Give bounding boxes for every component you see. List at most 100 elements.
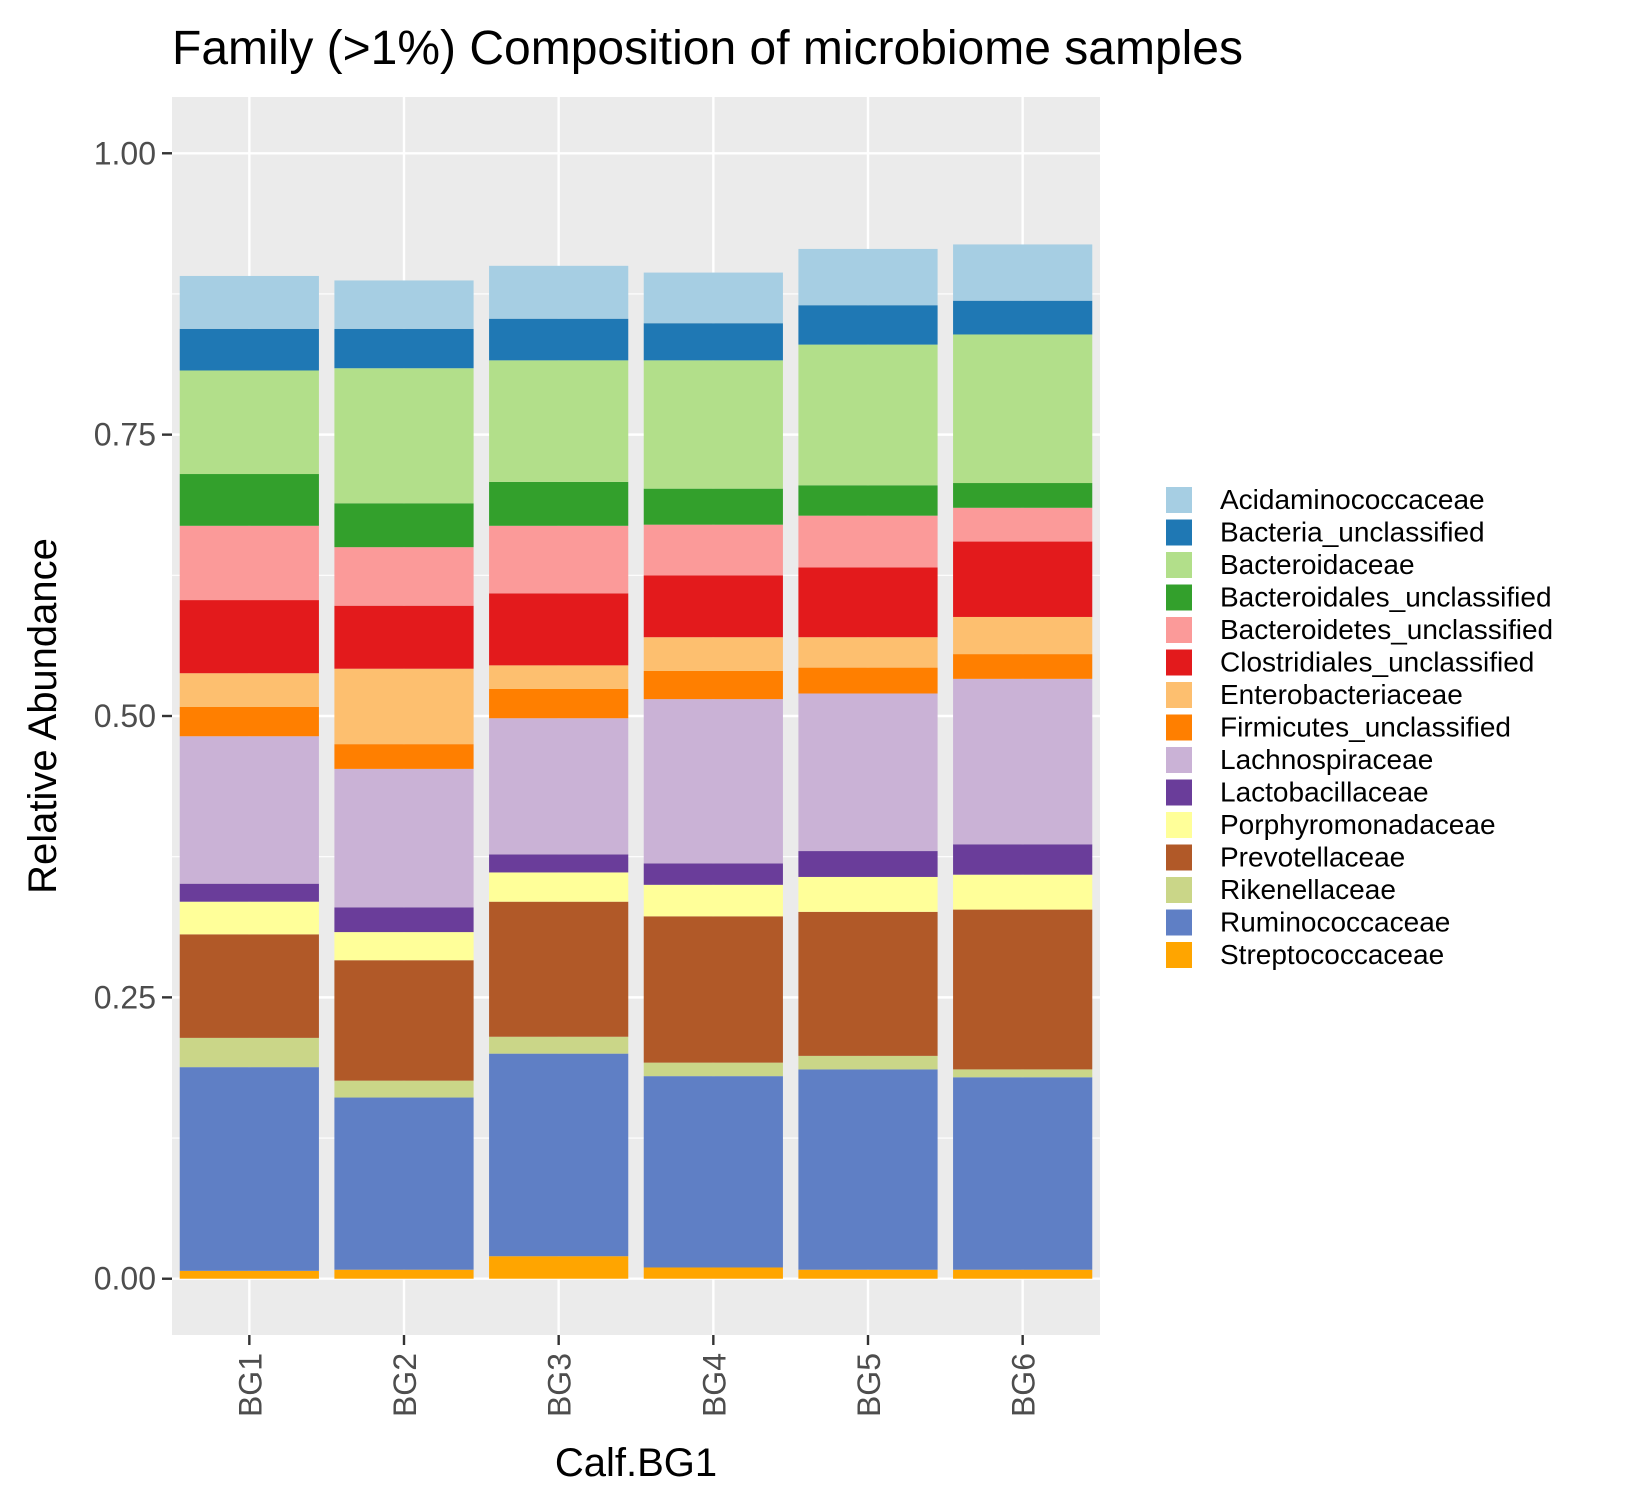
- bar-segment-BG1-Firmicutes_unclassified: [179, 706, 319, 737]
- bar-segment-BG4-Lachnospiraceae: [643, 699, 783, 864]
- bar-segment-BG5-Bacteroidaceae: [798, 344, 938, 486]
- bar-segment-BG4-Streptococcaceae: [643, 1267, 783, 1279]
- bar-segment-BG3-Bacteroidetes_unclassified: [489, 525, 629, 594]
- legend-label: Streptococcaceae: [1220, 939, 1444, 970]
- bar-segment-BG5-Prevotellaceae: [798, 911, 938, 1056]
- bar-segment-BG2-Firmicutes_unclassified: [334, 744, 474, 769]
- bar-segment-BG2-Porphyromonadaceae: [334, 932, 474, 961]
- bar-segment-BG5-Clostridiales_unclassified: [798, 567, 938, 638]
- legend-key: [1166, 682, 1192, 708]
- bar-segment-BG6-Rikenellaceae: [953, 1069, 1093, 1078]
- legend-key: [1166, 617, 1192, 643]
- bar-segment-BG5-Rikenellaceae: [798, 1055, 938, 1070]
- legend-label: Prevotellaceae: [1220, 842, 1405, 873]
- bar-segment-BG1-Acidaminococcaceae: [179, 275, 319, 329]
- bar-segment-BG4-Bacteroidales_unclassified: [643, 488, 783, 525]
- bar-segment-BG5-Lactobacillaceae: [798, 851, 938, 877]
- bar-segments: [179, 244, 1093, 1279]
- bar-segment-BG6-Lactobacillaceae: [953, 844, 1093, 875]
- y-axis: 0.00 0.25 0.50 0.75 1.00: [94, 135, 172, 1297]
- legend-key: [1166, 812, 1192, 838]
- bar-segment-BG1-Ruminococcaceae: [179, 1067, 319, 1271]
- legend-key: [1166, 714, 1192, 741]
- bar-segment-BG5-Bacteroidetes_unclassified: [798, 515, 938, 568]
- legend-key: [1166, 779, 1192, 806]
- y-tick-label: 0.25: [94, 979, 156, 1015]
- bar-segment-BG2-Clostridiales_unclassified: [334, 605, 474, 669]
- bar-segment-BG4-Bacteria_unclassified: [643, 323, 783, 361]
- bar-segment-BG4-Ruminococcaceae: [643, 1076, 783, 1268]
- x-tick-label: BG2: [387, 1353, 423, 1417]
- x-tick-label: BG1: [232, 1353, 268, 1417]
- bar-segment-BG4-Rikenellaceae: [643, 1062, 783, 1077]
- bar-segment-BG6-Lachnospiraceae: [953, 678, 1093, 845]
- x-axis: BG1 BG2 BG3 BG4 BG5 BG6: [232, 1335, 1042, 1417]
- bar-segment-BG4-Firmicutes_unclassified: [643, 670, 783, 700]
- bar-segment-BG2-Bacteria_unclassified: [334, 328, 474, 369]
- legend-key: [1166, 942, 1192, 968]
- legend-key: [1166, 487, 1192, 513]
- legend-label: Ruminococcaceae: [1220, 907, 1450, 938]
- legend-key: [1166, 909, 1192, 936]
- bar-segment-BG6-Porphyromonadaceae: [953, 874, 1093, 910]
- bar-segment-BG3-Prevotellaceae: [489, 901, 629, 1037]
- bar-segment-BG3-Porphyromonadaceae: [489, 872, 629, 902]
- bar-segment-BG6-Bacteria_unclassified: [953, 300, 1093, 335]
- bar-segment-BG6-Prevotellaceae: [953, 909, 1093, 1070]
- bar-segment-BG4-Prevotellaceae: [643, 916, 783, 1063]
- bar-segment-BG2-Bacteroidales_unclassified: [334, 503, 474, 548]
- bar-segment-BG1-Bacteria_unclassified: [179, 328, 319, 371]
- legend-label: Bacteria_unclassified: [1220, 517, 1485, 548]
- bar-segment-BG4-Porphyromonadaceae: [643, 884, 783, 917]
- legend-label: Rikenellaceae: [1220, 874, 1396, 905]
- legend-label: Enterobacteriaceae: [1220, 679, 1463, 710]
- bar-segment-BG4-Bacteroidaceae: [643, 360, 783, 489]
- bar-segment-BG3-Rikenellaceae: [489, 1036, 629, 1054]
- bar-segment-BG5-Porphyromonadaceae: [798, 876, 938, 912]
- bar-segment-BG2-Streptococcaceae: [334, 1269, 474, 1279]
- bar-segment-BG5-Lachnospiraceae: [798, 693, 938, 852]
- bar-segment-BG5-Streptococcaceae: [798, 1269, 938, 1279]
- legend-label: Bacteroidaceae: [1220, 549, 1415, 580]
- legend-label: Acidaminococcaceae: [1220, 484, 1485, 515]
- y-tick-label: 0.00: [94, 1261, 156, 1297]
- y-axis-title: Relative Abundance: [21, 538, 65, 894]
- bar-segment-BG1-Clostridiales_unclassified: [179, 600, 319, 674]
- legend-key: [1166, 747, 1192, 773]
- bar-segment-BG3-Enterobacteriaceae: [489, 665, 629, 689]
- legend-label: Lachnospiraceae: [1220, 744, 1433, 775]
- minor-gridlines: [172, 293, 1100, 1139]
- x-tick-label: BG6: [1006, 1353, 1042, 1417]
- bar-segment-BG3-Lachnospiraceae: [489, 718, 629, 855]
- bar-segment-BG1-Lachnospiraceae: [179, 736, 319, 884]
- bar-segment-BG2-Enterobacteriaceae: [334, 668, 474, 745]
- bar-segment-BG4-Acidaminococcaceae: [643, 272, 783, 324]
- bar-segment-BG2-Prevotellaceae: [334, 960, 474, 1081]
- legend-key: [1166, 877, 1192, 903]
- legend-label: Bacteroidetes_unclassified: [1220, 614, 1553, 645]
- bar-segment-BG3-Streptococcaceae: [489, 1256, 629, 1279]
- bar-segment-BG2-Lachnospiraceae: [334, 768, 474, 908]
- bar-segment-BG5-Bacteroidales_unclassified: [798, 485, 938, 516]
- x-tick-label: BG3: [542, 1353, 578, 1417]
- bar-segment-BG1-Bacteroidales_unclassified: [179, 474, 319, 526]
- legend-label: Firmicutes_unclassified: [1220, 712, 1511, 743]
- bar-segment-BG3-Firmicutes_unclassified: [489, 688, 629, 719]
- bar-segment-BG4-Lactobacillaceae: [643, 863, 783, 885]
- bar-segment-BG2-Acidaminococcaceae: [334, 280, 474, 329]
- y-tick-label: 0.75: [94, 417, 156, 453]
- legend-label: Bacteroidales_unclassified: [1220, 582, 1552, 613]
- bar-segment-BG1-Porphyromonadaceae: [179, 901, 319, 935]
- bar-segment-BG1-Bacteroidetes_unclassified: [179, 525, 319, 601]
- y-tick-label: 0.50: [94, 698, 156, 734]
- bar-segment-BG3-Bacteroidales_unclassified: [489, 481, 629, 526]
- bar-segment-BG6-Firmicutes_unclassified: [953, 654, 1093, 679]
- bar-segment-BG5-Acidaminococcaceae: [798, 248, 938, 306]
- bar-segment-BG2-Ruminococcaceae: [334, 1097, 474, 1270]
- bar-segment-BG1-Streptococcaceae: [179, 1270, 319, 1279]
- legend: AcidaminococcaceaeBacteria_unclassifiedB…: [1166, 484, 1553, 970]
- bar-segment-BG6-Bacteroidetes_unclassified: [953, 507, 1093, 542]
- bar-segment-BG3-Bacteroidaceae: [489, 360, 629, 482]
